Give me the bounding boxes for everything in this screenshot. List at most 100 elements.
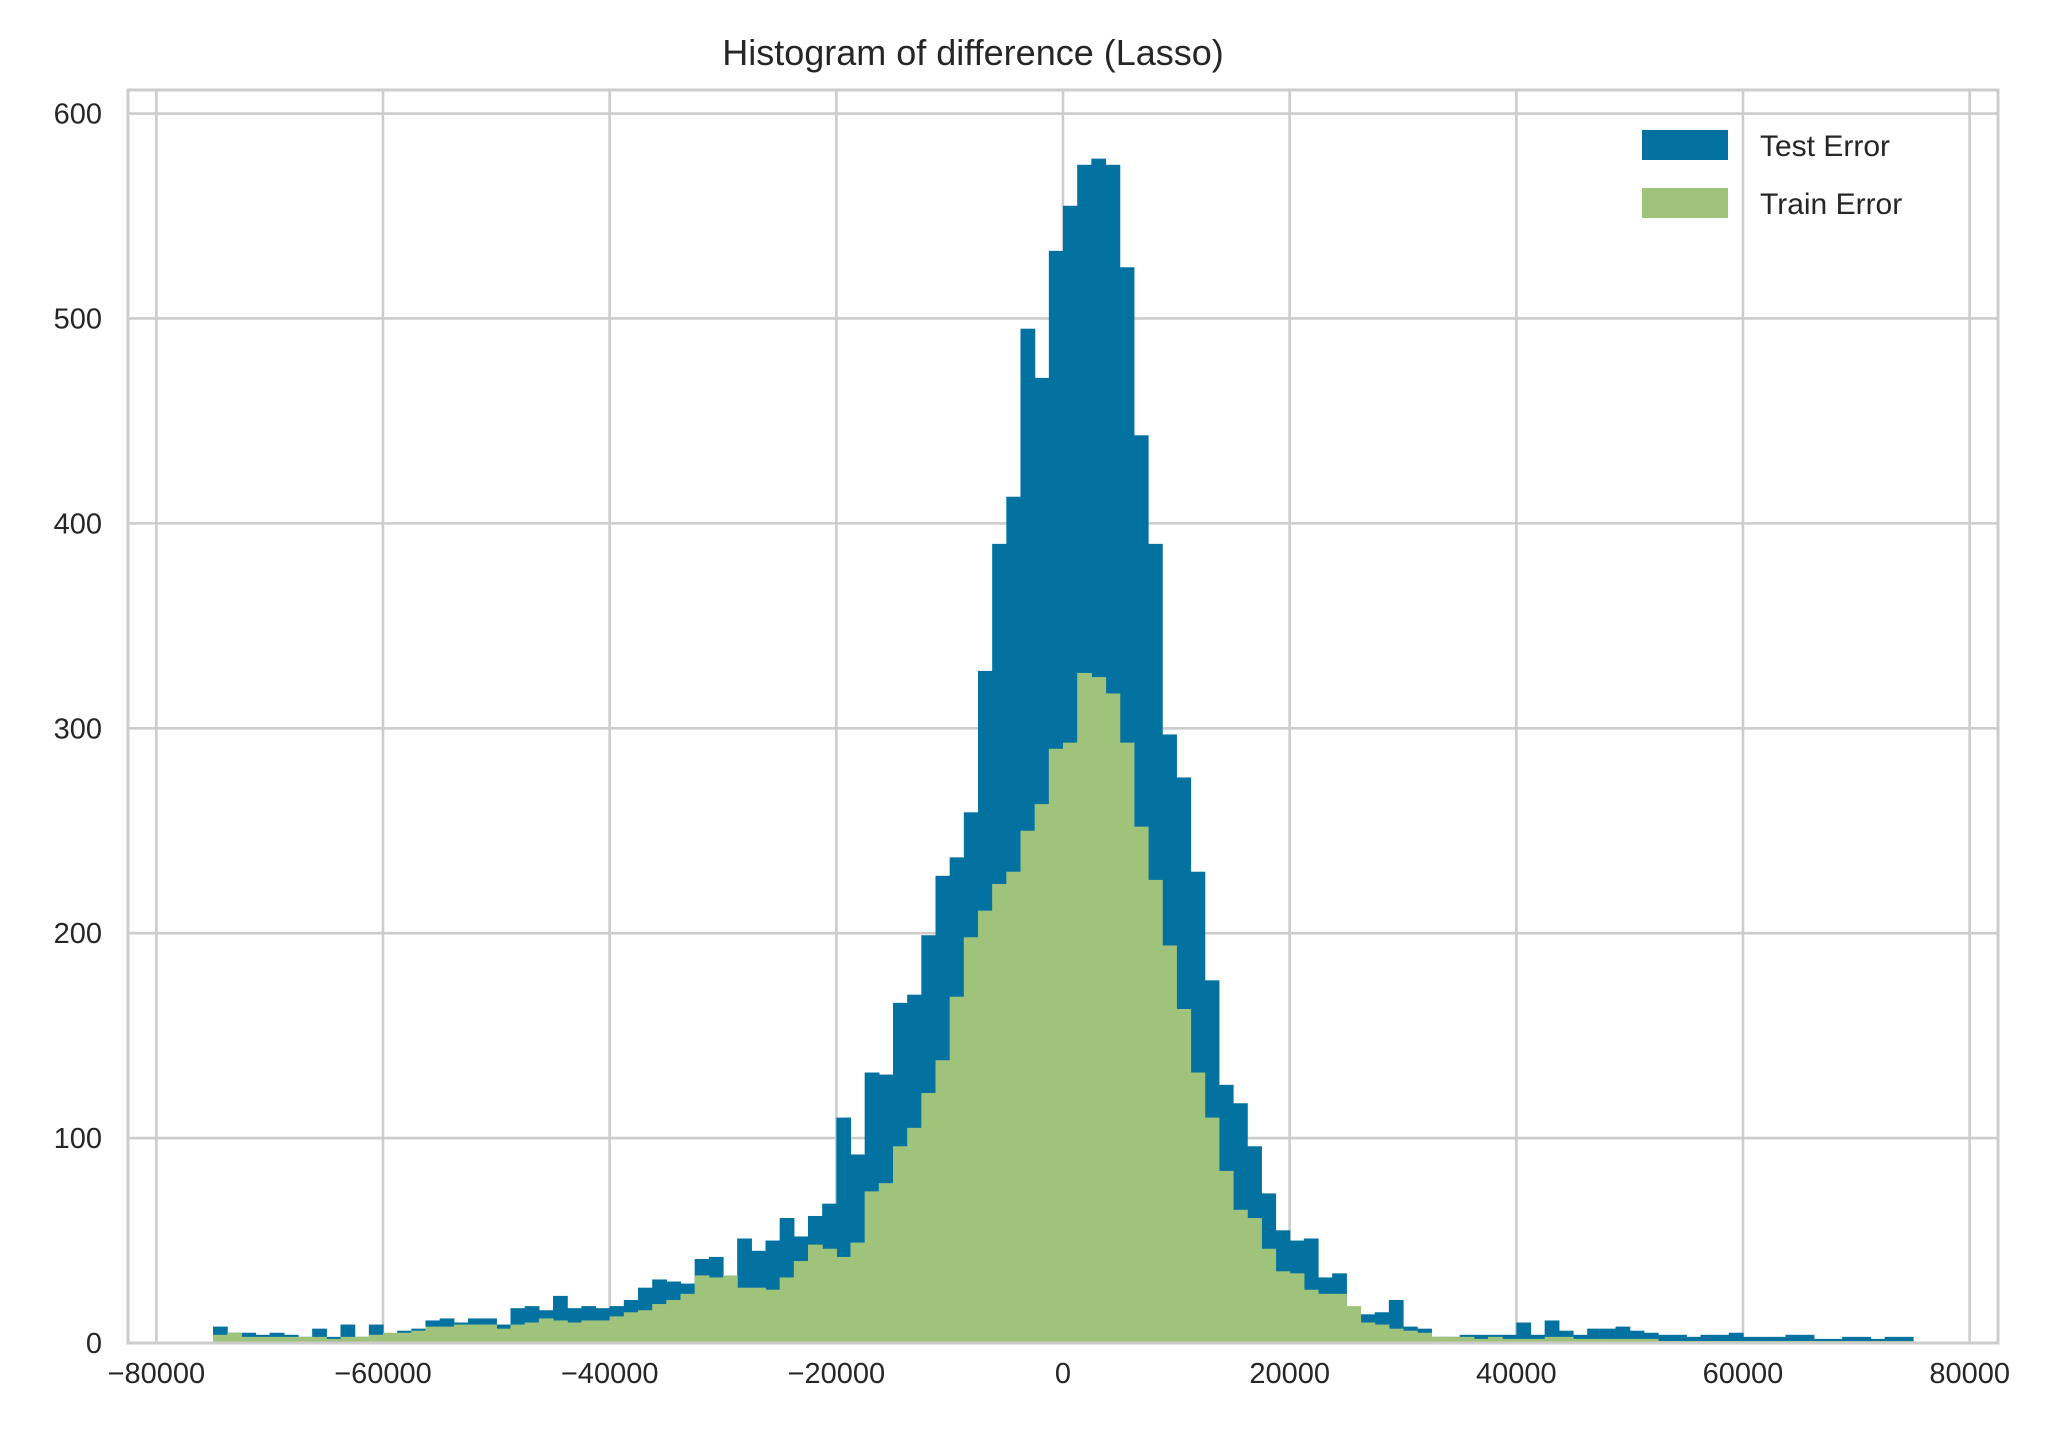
train-error-bar (1601, 1338, 1617, 1343)
train-error-bar (425, 1326, 441, 1343)
test-error-bar (1714, 1334, 1730, 1343)
train-error-bar (1261, 1248, 1277, 1343)
train-error-bar (1148, 879, 1163, 1343)
y-tick-label: 200 (54, 918, 102, 950)
train-error-bar (1091, 677, 1107, 1343)
train-error-bars (213, 672, 1914, 1343)
train-error-bar (1587, 1338, 1602, 1343)
train-error-bar (808, 1244, 823, 1343)
legend-swatch-test-error (1642, 130, 1728, 160)
train-error-bar (468, 1324, 483, 1343)
x-tick-label: −60000 (334, 1358, 432, 1390)
train-error-bar (1204, 1117, 1220, 1343)
train-error-bar (298, 1336, 313, 1343)
test-error-bar (1743, 1336, 1758, 1343)
train-error-bar (1558, 1336, 1574, 1343)
train-error-bar (638, 1310, 653, 1343)
train-error-bar (694, 1275, 710, 1343)
test-error-bar (1728, 1332, 1744, 1343)
x-gridlines (155, 90, 1971, 1343)
train-error-bar (1105, 693, 1121, 1343)
legend: Test Error Train Error (1642, 130, 1902, 221)
train-error-bar (1488, 1336, 1503, 1343)
train-error-bar (1020, 830, 1036, 1343)
train-error-bar (1431, 1336, 1447, 1343)
train-error-bar (354, 1336, 370, 1343)
train-error-bar (765, 1289, 781, 1343)
train-error-bar (1388, 1328, 1404, 1343)
y-tick-label: 600 (54, 99, 102, 131)
train-error-bar (1544, 1336, 1560, 1343)
y-axis-tick-labels: 0 100 200 300 400 500 600 (54, 99, 102, 1360)
train-error-bar (227, 1332, 242, 1343)
train-error-bar (368, 1334, 384, 1343)
train-error-bar (1346, 1306, 1362, 1343)
train-error-bar (553, 1320, 568, 1343)
train-error-bar (1176, 1009, 1192, 1343)
x-tick-label: −80000 (108, 1358, 206, 1390)
train-error-bar (1403, 1330, 1418, 1343)
train-error-bar (453, 1324, 469, 1343)
train-error-bar (1275, 1271, 1291, 1343)
train-error-bar (1247, 1218, 1262, 1343)
train-error-bar (241, 1336, 257, 1343)
y-tick-label: 100 (54, 1123, 102, 1155)
train-error-bar (1133, 826, 1149, 1343)
train-error-bar (1502, 1338, 1517, 1343)
train-error-bar (666, 1299, 682, 1343)
test-error-bar (1884, 1336, 1900, 1343)
y-tick-label: 0 (86, 1328, 102, 1360)
train-error-bar (893, 1146, 908, 1343)
legend-swatch-train-error (1642, 188, 1728, 218)
train-error-bar (411, 1330, 427, 1343)
test-error-bar (1672, 1334, 1687, 1343)
train-error-bar (510, 1324, 526, 1343)
train-error-bar (283, 1336, 299, 1343)
train-error-bar (496, 1328, 512, 1343)
train-error-bar (623, 1312, 639, 1343)
train-error-bar (978, 910, 993, 1343)
train-error-bar (949, 996, 965, 1343)
train-error-bar (935, 1060, 951, 1343)
test-error-bar (1785, 1334, 1801, 1343)
train-error-bar (255, 1336, 271, 1343)
train-error-bar (907, 1127, 922, 1343)
test-error-bar (1799, 1334, 1815, 1343)
train-error-bar (850, 1242, 866, 1343)
test-error-bar (1771, 1336, 1787, 1343)
test-error-bar (1658, 1334, 1673, 1343)
train-error-bar (1643, 1338, 1659, 1343)
train-error-bar (921, 1093, 937, 1343)
test-error-bar (1856, 1336, 1872, 1343)
train-error-bar (1063, 742, 1078, 1343)
train-error-bar (1077, 672, 1092, 1343)
chart-title: Histogram of difference (Lasso) (722, 32, 1224, 73)
train-error-bar (269, 1336, 285, 1343)
train-error-bar (1629, 1338, 1645, 1343)
train-error-bar (1459, 1336, 1475, 1343)
test-error-bar (1643, 1332, 1659, 1343)
train-error-bar (751, 1287, 767, 1343)
train-error-bar (680, 1293, 696, 1343)
train-error-bar (1119, 742, 1135, 1343)
x-tick-label: −40000 (561, 1358, 659, 1390)
train-error-bar (652, 1304, 667, 1343)
train-error-bar (708, 1277, 724, 1343)
train-error-bar (340, 1336, 356, 1343)
train-error-bar (482, 1324, 497, 1343)
plot-frame (126, 88, 2000, 1345)
train-error-bar (1303, 1289, 1319, 1343)
train-error-bar (779, 1277, 795, 1343)
train-error-bar (383, 1332, 398, 1343)
train-error-bar (595, 1320, 611, 1343)
train-error-bar (1374, 1324, 1390, 1343)
train-error-bar (397, 1332, 412, 1343)
train-error-bar (737, 1287, 752, 1343)
x-tick-label: 40000 (1476, 1358, 1557, 1390)
x-tick-label: 80000 (1929, 1358, 2010, 1390)
legend-label-train-error: Train Error (1760, 188, 1902, 221)
test-error-bar (1898, 1336, 1914, 1343)
y-tick-label: 300 (54, 713, 102, 745)
train-error-bar (567, 1322, 582, 1343)
train-error-bar (1289, 1273, 1305, 1343)
